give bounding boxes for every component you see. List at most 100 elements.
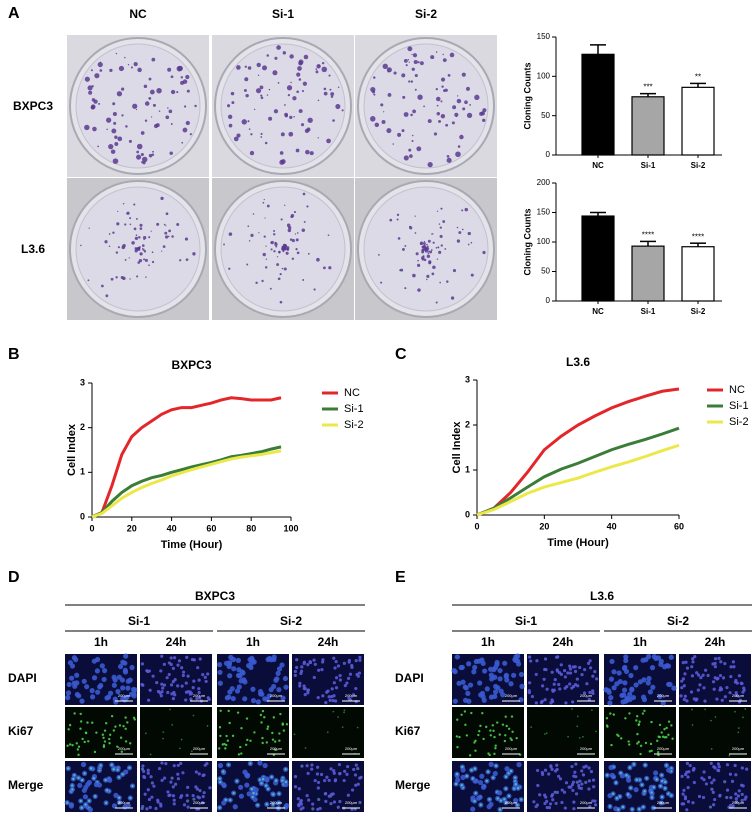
nucleus bbox=[563, 806, 567, 810]
nucleus bbox=[176, 772, 180, 776]
colony bbox=[121, 87, 125, 91]
nucleus bbox=[543, 768, 548, 772]
nucleus bbox=[332, 681, 336, 685]
colony bbox=[440, 77, 446, 82]
ki67-signal bbox=[270, 775, 273, 779]
ki67-signal bbox=[284, 780, 288, 784]
nucleus bbox=[555, 763, 559, 767]
colony bbox=[165, 115, 170, 120]
colony bbox=[450, 296, 455, 300]
nucleus bbox=[356, 782, 360, 786]
bar bbox=[681, 246, 715, 302]
nucleus bbox=[179, 761, 183, 766]
colony bbox=[288, 131, 294, 137]
nucleus bbox=[581, 773, 586, 777]
colony bbox=[136, 150, 140, 154]
image-bg bbox=[527, 654, 599, 705]
ki67-signal bbox=[81, 737, 84, 741]
ki67-signal bbox=[455, 735, 459, 738]
colony bbox=[374, 122, 380, 128]
colony bbox=[451, 121, 455, 125]
ki67-signal bbox=[576, 715, 579, 718]
time-label: 24h bbox=[318, 635, 339, 649]
nucleus bbox=[111, 674, 117, 680]
image-bg bbox=[292, 761, 364, 812]
ki67-signal bbox=[171, 724, 174, 726]
ki67-signal bbox=[581, 735, 584, 738]
colony bbox=[124, 56, 126, 59]
nucleus bbox=[310, 767, 314, 771]
colony bbox=[289, 115, 293, 120]
colony bbox=[430, 249, 433, 251]
colony bbox=[396, 213, 400, 217]
ki67-signal bbox=[635, 778, 638, 782]
nucleus bbox=[148, 688, 152, 692]
ki67-signal bbox=[249, 739, 252, 742]
nucleus bbox=[553, 678, 557, 682]
nucleus bbox=[572, 807, 576, 811]
ki67-signal bbox=[231, 734, 235, 738]
ki67-signal bbox=[277, 792, 281, 795]
colony bbox=[289, 238, 293, 241]
nucleus bbox=[470, 795, 476, 801]
nucleus bbox=[579, 786, 584, 791]
nucleus bbox=[152, 784, 156, 788]
scale-label: 200μm bbox=[657, 693, 670, 698]
nucleus bbox=[315, 772, 320, 776]
x-tick-label: NC bbox=[592, 161, 604, 170]
colony bbox=[440, 207, 443, 210]
nucleus bbox=[171, 680, 175, 684]
nucleus bbox=[563, 669, 567, 673]
colony bbox=[228, 232, 233, 236]
nucleus bbox=[298, 681, 302, 685]
nucleus bbox=[734, 691, 738, 695]
nucleus bbox=[459, 664, 465, 671]
ki67-signal bbox=[110, 763, 113, 767]
colony bbox=[426, 243, 428, 246]
ki67-signal bbox=[632, 763, 636, 766]
colony bbox=[140, 152, 144, 157]
nucleus bbox=[102, 668, 108, 674]
colony bbox=[432, 265, 436, 270]
colony bbox=[184, 237, 189, 241]
nucleus bbox=[695, 671, 699, 675]
colony bbox=[315, 68, 318, 71]
ki67-signal bbox=[76, 748, 80, 751]
colony bbox=[280, 132, 285, 137]
y-axis-label: Cell Index bbox=[451, 421, 463, 474]
nucleus bbox=[330, 792, 334, 796]
colony bbox=[421, 256, 425, 260]
ki67-signal bbox=[260, 721, 263, 724]
ki67-signal bbox=[491, 724, 494, 727]
time-label: 1h bbox=[633, 635, 647, 649]
nucleus bbox=[480, 660, 486, 667]
nucleus bbox=[588, 666, 593, 670]
nucleus bbox=[293, 673, 297, 678]
ki67-signal bbox=[479, 803, 482, 807]
nucleus bbox=[696, 688, 700, 692]
colony bbox=[459, 134, 464, 140]
ki67-signal bbox=[126, 721, 129, 724]
colony bbox=[122, 244, 126, 248]
colony bbox=[436, 210, 439, 212]
nucleus bbox=[125, 685, 131, 691]
chart-title: L3.6 bbox=[566, 355, 590, 369]
colony bbox=[402, 95, 406, 99]
ki67-signal bbox=[642, 805, 645, 809]
nucleus bbox=[540, 684, 545, 688]
nucleus bbox=[280, 695, 286, 701]
nucleus bbox=[657, 693, 663, 700]
colony bbox=[99, 69, 103, 72]
nucleus bbox=[159, 694, 163, 698]
nucleus bbox=[156, 798, 160, 802]
nucleus bbox=[325, 775, 329, 779]
nucleus bbox=[101, 676, 107, 683]
ki67-signal bbox=[494, 764, 498, 768]
ki67-signal bbox=[261, 778, 265, 781]
colony bbox=[149, 89, 155, 95]
nucleus bbox=[176, 663, 180, 667]
colony bbox=[467, 243, 470, 246]
nucleus bbox=[580, 769, 584, 773]
ki67-signal bbox=[643, 709, 646, 713]
colony bbox=[373, 76, 376, 79]
